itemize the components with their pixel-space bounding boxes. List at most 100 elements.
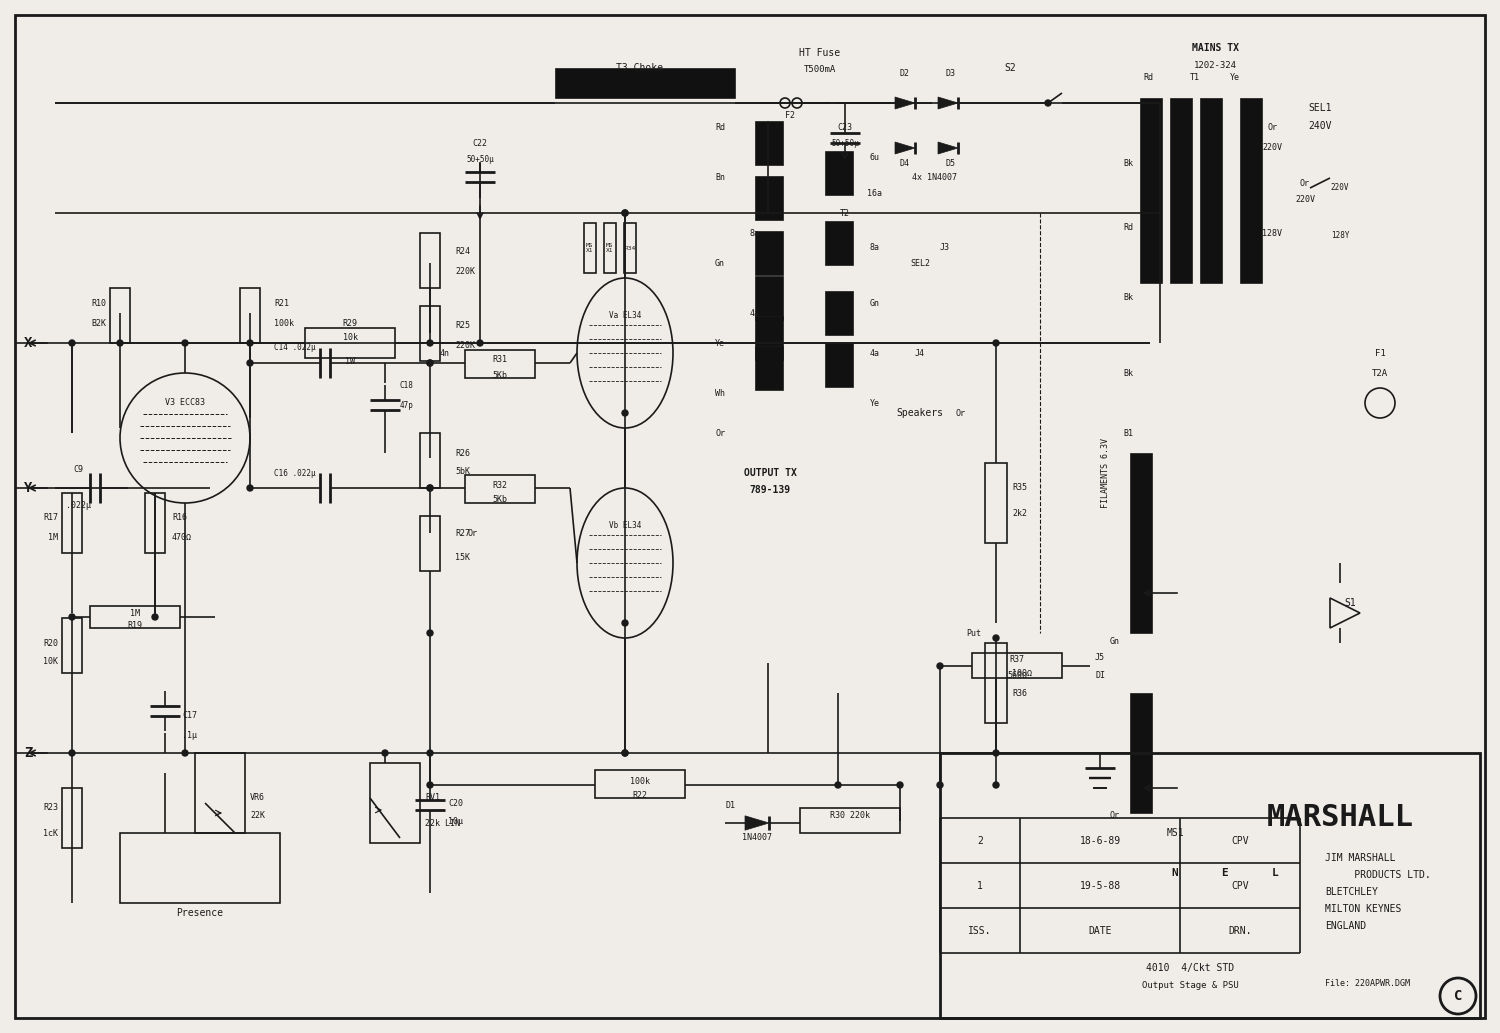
Text: 220V: 220V (1262, 144, 1282, 153)
Text: R21: R21 (274, 299, 290, 308)
Text: T2: T2 (840, 209, 850, 218)
Text: Va EL34: Va EL34 (609, 311, 640, 320)
Text: BLETCHLEY: BLETCHLEY (1324, 887, 1378, 897)
Circle shape (427, 486, 433, 491)
Text: MS
X1: MS X1 (606, 243, 613, 253)
Text: Rd: Rd (1143, 73, 1154, 83)
Text: SEL2: SEL2 (910, 258, 930, 268)
Text: 4x 1N4007: 4x 1N4007 (912, 174, 957, 183)
Circle shape (938, 782, 944, 788)
Text: 5bK: 5bK (454, 467, 470, 475)
Text: PRODUCTS LTD.: PRODUCTS LTD. (1324, 870, 1431, 880)
Circle shape (993, 782, 999, 788)
Bar (304, 328, 394, 358)
Text: Wh: Wh (716, 388, 724, 398)
Circle shape (622, 210, 628, 216)
Text: R20: R20 (44, 638, 58, 648)
Text: R19: R19 (128, 621, 142, 629)
Bar (825, 291, 854, 335)
Circle shape (427, 359, 433, 366)
Text: C23: C23 (837, 124, 852, 132)
Text: 1202-324: 1202-324 (1194, 61, 1236, 69)
Text: Rd: Rd (1124, 223, 1132, 232)
Circle shape (622, 410, 628, 416)
Bar (754, 276, 783, 320)
Text: 22K: 22K (251, 811, 266, 819)
Circle shape (938, 663, 944, 669)
Bar (555, 68, 735, 98)
Text: 100Ω: 100Ω (1013, 668, 1032, 678)
Text: Z: Z (24, 746, 32, 760)
Text: 220V: 220V (1330, 184, 1350, 192)
Bar (825, 343, 854, 387)
Text: 47p: 47p (400, 401, 414, 409)
Text: T1: T1 (1190, 73, 1200, 83)
Text: 220V: 220V (1294, 195, 1316, 205)
Bar (754, 231, 783, 275)
Bar (62, 618, 82, 674)
Text: 1cK: 1cK (44, 828, 58, 838)
Text: 100k: 100k (630, 777, 650, 785)
Bar (110, 288, 130, 343)
Circle shape (382, 750, 388, 756)
Text: Ye: Ye (1230, 73, 1240, 83)
Bar (986, 463, 1006, 543)
Text: Speakers: Speakers (897, 408, 944, 418)
Text: 560Ω: 560Ω (1007, 671, 1028, 681)
Text: X: X (24, 336, 32, 350)
Text: MAINS TX: MAINS TX (1191, 43, 1239, 53)
Circle shape (993, 750, 999, 756)
Text: R24: R24 (454, 247, 470, 255)
Text: E: E (1221, 868, 1228, 878)
Text: 1W: 1W (345, 356, 355, 366)
Bar (800, 808, 900, 833)
Text: 10K: 10K (44, 657, 58, 665)
Text: 5Kb: 5Kb (492, 371, 507, 379)
Circle shape (69, 340, 75, 346)
Text: R17: R17 (44, 513, 58, 523)
Text: V3 ECC83: V3 ECC83 (165, 398, 206, 407)
Text: VR6: VR6 (251, 793, 266, 803)
Text: Y: Y (24, 481, 32, 495)
Text: T500mA: T500mA (804, 65, 836, 74)
Text: C18: C18 (400, 380, 414, 389)
Text: 100k: 100k (274, 318, 294, 327)
Text: 8a: 8a (870, 244, 880, 252)
Text: T3 Choke: T3 Choke (616, 63, 663, 73)
Bar (596, 770, 686, 799)
Text: 50+50μ: 50+50μ (831, 138, 860, 148)
Text: 15K: 15K (454, 554, 470, 563)
Text: 16a: 16a (867, 188, 882, 197)
Polygon shape (938, 97, 958, 109)
Text: B2K: B2K (92, 318, 106, 327)
Text: 789-139: 789-139 (750, 486, 790, 495)
Text: HT Fuse: HT Fuse (800, 48, 840, 58)
Text: Or: Or (956, 408, 964, 417)
Text: 240V: 240V (1308, 121, 1332, 131)
Circle shape (836, 782, 842, 788)
Text: S1: S1 (1344, 598, 1356, 608)
Text: R30 220k: R30 220k (830, 811, 870, 819)
Text: 4a: 4a (750, 309, 760, 317)
Text: F2: F2 (784, 111, 795, 120)
Text: 22k LIN: 22k LIN (424, 818, 460, 827)
Bar (1240, 98, 1262, 283)
Text: C14 .022μ: C14 .022μ (274, 344, 316, 352)
Bar (62, 788, 82, 848)
Text: R27: R27 (454, 529, 470, 537)
Circle shape (248, 340, 254, 346)
Text: CPV: CPV (1232, 881, 1250, 891)
Text: Ye: Ye (870, 399, 880, 407)
Bar (1170, 98, 1192, 283)
Text: MS1: MS1 (1166, 828, 1184, 838)
Text: 1N4007: 1N4007 (742, 833, 772, 842)
Text: Rd: Rd (716, 124, 724, 132)
Bar (146, 493, 165, 553)
Text: 4010  4/Ckt STD: 4010 4/Ckt STD (1146, 963, 1234, 973)
Text: MS
X1: MS X1 (586, 243, 594, 253)
Circle shape (248, 486, 254, 491)
Text: Gn: Gn (1110, 636, 1120, 646)
Bar (465, 475, 536, 503)
Text: C17: C17 (182, 711, 196, 720)
Text: R36: R36 (1013, 689, 1028, 697)
